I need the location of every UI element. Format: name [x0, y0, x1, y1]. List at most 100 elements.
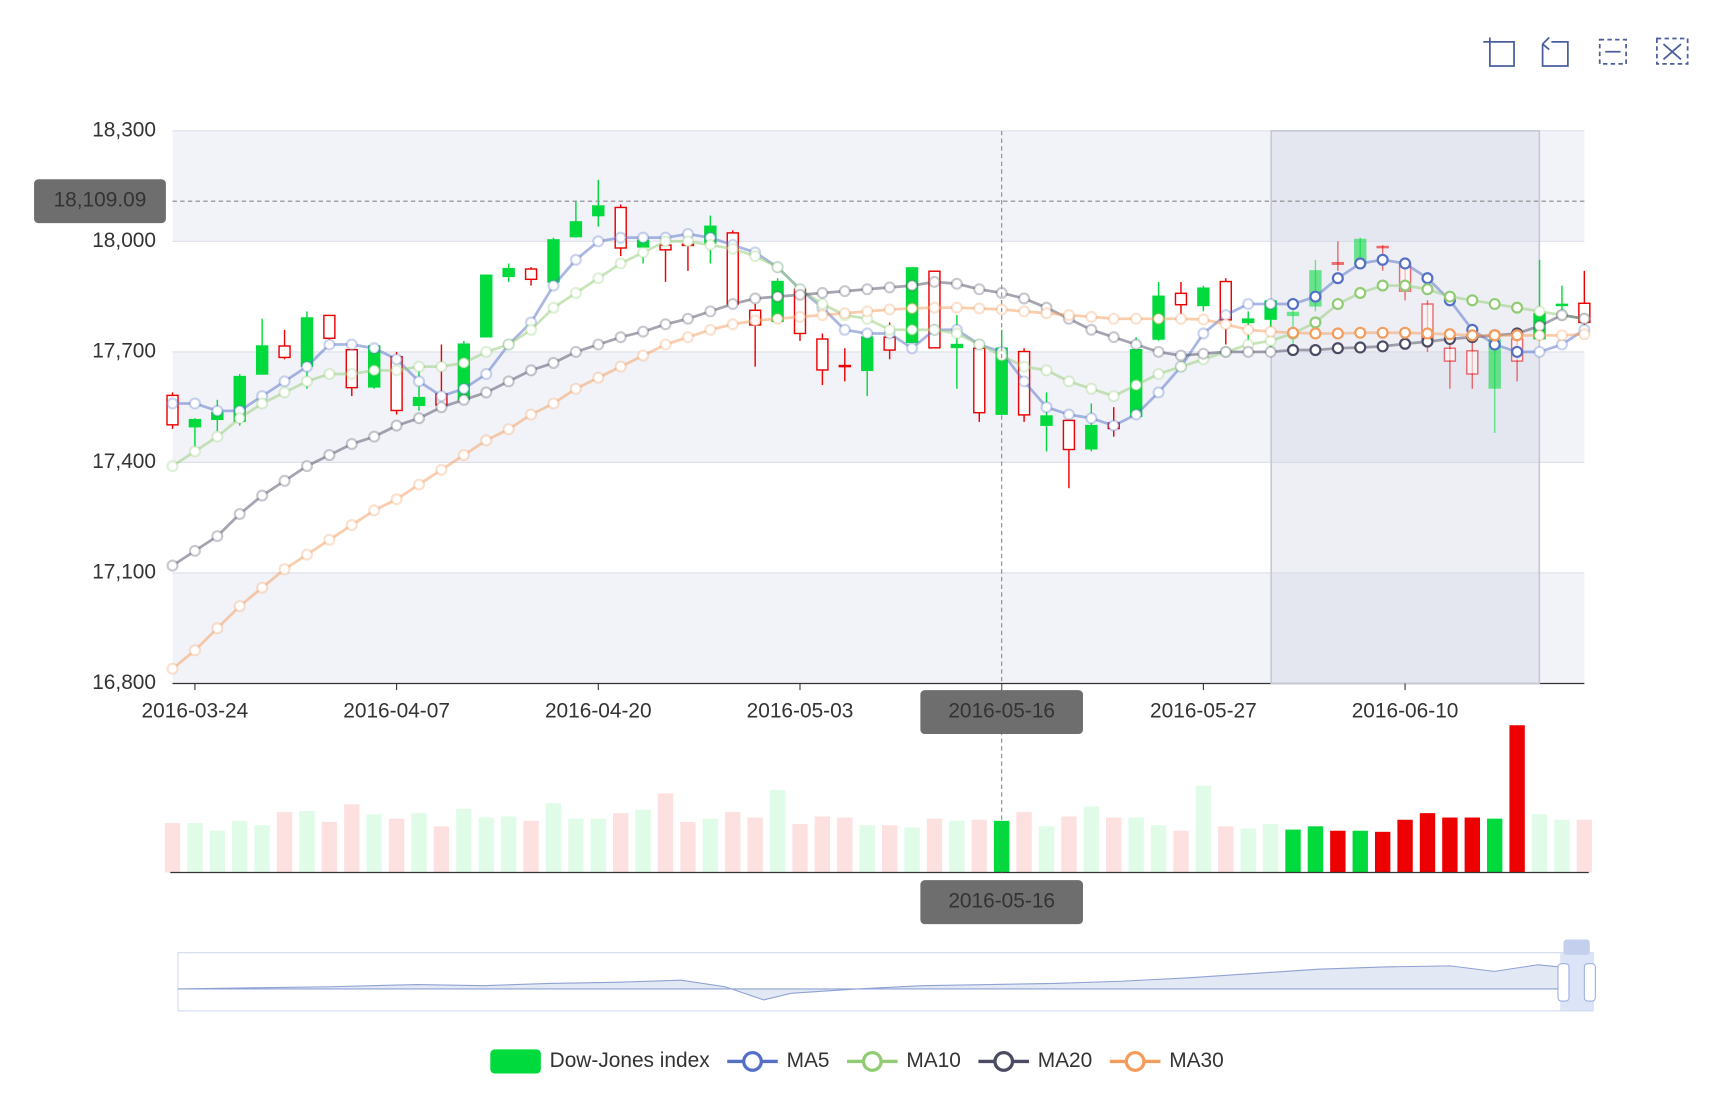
ma-point — [1242, 297, 1255, 311]
candle-body — [1174, 292, 1188, 306]
zoom-tool[interactable] — [1483, 37, 1515, 67]
ma-point — [278, 474, 291, 487]
candle-body — [255, 345, 269, 375]
brush-rect-tool[interactable] — [1598, 38, 1627, 65]
ma-point — [1152, 312, 1165, 325]
ma-point — [973, 338, 986, 351]
ma-point — [256, 581, 269, 594]
volume-bar — [792, 824, 808, 873]
ma-point — [883, 281, 896, 294]
legend-item[interactable]: MA10 — [847, 1049, 961, 1072]
ma-point — [278, 386, 291, 399]
candle-body — [1286, 311, 1300, 317]
data-zoom-slider[interactable] — [177, 939, 1596, 1012]
ma-point — [1085, 323, 1098, 336]
ma-point — [1421, 327, 1434, 340]
ma-point — [905, 342, 919, 355]
legend-swatch — [742, 1051, 763, 1072]
volume-bar — [1262, 824, 1279, 873]
ma-point — [412, 478, 426, 491]
ma-point — [659, 318, 672, 331]
legend: Dow-Jones index MA5 MA10 MA20 MA30 — [490, 1049, 1224, 1074]
pointer-x-label: 2016-05-16 — [948, 890, 1055, 913]
volume-bar — [411, 813, 427, 873]
volume-bar — [299, 810, 315, 873]
ma-point — [771, 290, 784, 303]
pointer-x-label: 2016-05-16 — [948, 700, 1055, 723]
slider-move-handle[interactable] — [1563, 939, 1590, 955]
volume-bar — [1061, 816, 1077, 873]
ma-point — [1152, 367, 1165, 381]
ma-point — [1107, 390, 1120, 403]
legend-item[interactable]: Dow-Jones index — [490, 1049, 710, 1074]
ma-point — [905, 279, 919, 292]
ma-point — [816, 286, 829, 299]
x-tick-label: 2016-05-03 — [747, 700, 854, 723]
brush-clear-tool[interactable] — [1655, 37, 1689, 65]
split-area — [172, 572, 1585, 684]
ma-point — [1354, 286, 1367, 299]
ma-point — [592, 235, 605, 248]
ma-point — [771, 312, 784, 325]
ma-point — [726, 318, 739, 331]
ma-point — [1533, 345, 1546, 358]
slider-handle[interactable] — [1557, 963, 1570, 1002]
ma-point — [345, 338, 358, 351]
ma-point — [659, 235, 672, 248]
candle-body — [1555, 303, 1569, 307]
ma-point — [368, 364, 381, 377]
plot-area: 16,800 17,100 17,400 17,700 18,000 18,300 2016… — [34, 118, 1593, 925]
legend-swatch — [993, 1051, 1015, 1072]
ma-point — [569, 345, 582, 358]
ma-point — [547, 301, 560, 314]
candle-body — [166, 394, 179, 426]
ma-point — [614, 331, 627, 344]
ma-point — [1219, 345, 1232, 358]
slider-handle[interactable] — [1583, 963, 1596, 1002]
volume-bar — [725, 812, 741, 873]
volume-bar — [1442, 817, 1458, 873]
volume-bar — [1576, 819, 1593, 873]
candle-body — [502, 267, 515, 278]
ma-point — [547, 356, 560, 369]
ma-point — [211, 404, 224, 417]
candle-body — [592, 205, 605, 217]
legend-item[interactable]: MA30 — [1109, 1049, 1224, 1072]
volume-bar — [1464, 817, 1480, 873]
volume-bar — [545, 803, 562, 873]
y-tick-label: 18,000 — [92, 229, 156, 252]
ma-point — [1174, 312, 1188, 325]
candle-body — [1331, 262, 1345, 265]
ma-point — [861, 327, 874, 340]
ma-point — [569, 286, 582, 299]
legend-item[interactable]: MA5 — [727, 1049, 829, 1072]
ma-point — [323, 533, 336, 546]
ma-point — [1062, 309, 1075, 322]
pointer-y-label-box — [34, 179, 166, 224]
volume-bar — [209, 830, 226, 873]
ma-point — [1399, 279, 1412, 292]
ma-point — [928, 323, 941, 336]
legend-item[interactable]: MA20 — [978, 1049, 1092, 1072]
ma-point — [166, 662, 179, 675]
candle-body — [1309, 270, 1322, 307]
ma-point — [1040, 307, 1053, 320]
candle-body — [278, 345, 291, 359]
ma-point — [1309, 344, 1322, 357]
volume-bar — [1240, 828, 1256, 873]
legend-swatch — [861, 1051, 883, 1072]
ma-point — [1085, 382, 1098, 395]
ma-point — [1354, 341, 1367, 354]
volume-bar — [1352, 830, 1368, 873]
ma-point — [166, 460, 179, 473]
ma-point — [1555, 329, 1568, 342]
ma-point — [793, 288, 807, 301]
ma-point — [838, 323, 851, 336]
volume-bar — [321, 821, 338, 873]
volume-bar — [1330, 830, 1346, 873]
zoom-reset-tool[interactable] — [1541, 36, 1569, 67]
volume-bar — [1487, 818, 1503, 873]
ma-point — [1107, 331, 1120, 344]
ma-point — [1085, 310, 1098, 323]
